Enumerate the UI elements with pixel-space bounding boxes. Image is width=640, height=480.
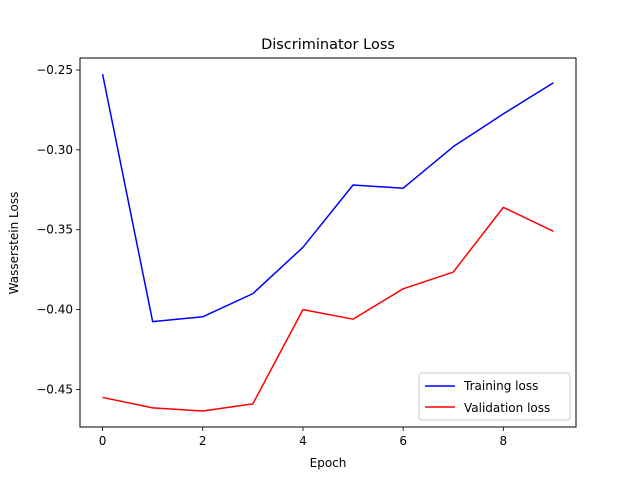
legend-label-training: Training loss [463, 379, 538, 393]
x-tick-label: 8 [500, 434, 508, 448]
y-axis-label: Wasserstein Loss [7, 192, 21, 295]
y-tick-label: −0.40 [36, 303, 73, 317]
series-line-validation [102, 206, 554, 412]
x-axis-label: Epoch [310, 456, 347, 470]
y-tick-label: −0.35 [36, 223, 73, 237]
plot-frame [79, 57, 577, 428]
x-tick-label: 6 [399, 434, 407, 448]
series-lines [101, 73, 554, 412]
y-tick-label: −0.30 [36, 143, 73, 157]
legend: Training loss Validation loss [418, 372, 571, 421]
x-tick-label: 4 [299, 434, 307, 448]
x-tick-label: 0 [99, 434, 107, 448]
axis-ticks: 0 2 4 6 8 −0.45 −0.40 −0.35 −0.30 −0.25 [36, 63, 507, 448]
y-tick-label: −0.45 [36, 382, 73, 396]
legend-label-validation: Validation loss [464, 401, 550, 415]
y-tick-label: −0.25 [36, 63, 73, 77]
chart-title: Discriminator Loss [261, 37, 395, 53]
x-tick-label: 2 [199, 434, 207, 448]
series-line-training [101, 73, 554, 323]
legend-box [418, 372, 571, 421]
